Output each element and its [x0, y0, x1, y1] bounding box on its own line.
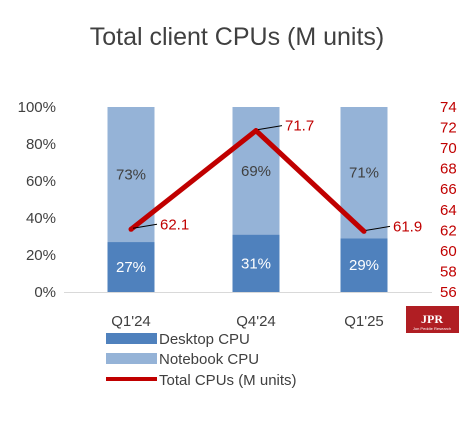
bar-label-notebook: 69% [241, 163, 271, 180]
right-tick-label: 74 [440, 99, 457, 116]
bar-desktop [107, 242, 155, 292]
left-axis: 0% 20% 40% 60% 80% 100% [18, 99, 56, 301]
value-leader-line [132, 223, 158, 229]
total-value-label: 62.1 [160, 216, 189, 233]
total-line-point [253, 128, 259, 134]
logo-subtext: Jon Peddie Research [413, 326, 451, 331]
value-leader-line [257, 125, 283, 131]
legend-label-desktop: Desktop CPU [159, 331, 250, 348]
total-line: 62.1 71.7 61.9 [128, 118, 422, 235]
right-tick-label: 58 [440, 263, 457, 280]
legend-swatch-desktop [106, 333, 157, 344]
right-tick-label: 56 [440, 284, 457, 301]
right-axis: 56 58 60 62 64 66 68 70 72 74 [440, 99, 457, 301]
jpr-logo: JPR Jon Peddie Research [406, 306, 459, 333]
legend: Desktop CPU Notebook CPU Total CPUs (M u… [106, 331, 297, 389]
left-tick-label: 40% [26, 210, 56, 227]
category-axis: Q1'24 Q4'24 Q1'25 [111, 313, 384, 330]
bar-label-desktop: 29% [349, 257, 379, 274]
chart-title: Total client CPUs (M units) [90, 23, 385, 51]
category-label: Q4'24 [236, 313, 276, 330]
bar-label-desktop: 31% [241, 255, 271, 272]
total-line-point [361, 228, 367, 234]
legend-swatch-notebook [106, 353, 157, 364]
bar-label-notebook: 71% [349, 165, 379, 182]
left-tick-label: 60% [26, 173, 56, 190]
bar-desktop [232, 234, 280, 292]
left-tick-label: 80% [26, 136, 56, 153]
right-tick-label: 72 [440, 120, 457, 137]
right-tick-label: 70 [440, 140, 457, 157]
bar-label-notebook: 73% [116, 167, 146, 184]
legend-label-notebook: Notebook CPU [159, 351, 259, 368]
bar-label-desktop: 27% [116, 259, 146, 276]
left-tick-label: 0% [34, 284, 56, 301]
right-tick-label: 68 [440, 161, 457, 178]
bars: 73% 27% 69% 31% 71% 29% [64, 107, 432, 293]
right-tick-label: 66 [440, 181, 457, 198]
category-label: Q1'24 [111, 313, 151, 330]
right-tick-label: 64 [440, 202, 457, 219]
logo-background [406, 306, 459, 333]
logo-text: JPR [421, 312, 443, 326]
bar-desktop [340, 238, 388, 292]
left-tick-label: 100% [18, 99, 56, 116]
value-leader-line [365, 225, 391, 231]
left-tick-label: 20% [26, 247, 56, 264]
legend-label-total: Total CPUs (M units) [159, 372, 297, 389]
total-line-point [128, 226, 134, 232]
right-tick-label: 60 [440, 243, 457, 260]
category-label: Q1'25 [344, 313, 384, 330]
total-value-label: 71.7 [285, 118, 314, 135]
total-value-label: 61.9 [393, 218, 422, 235]
right-tick-label: 62 [440, 222, 457, 239]
